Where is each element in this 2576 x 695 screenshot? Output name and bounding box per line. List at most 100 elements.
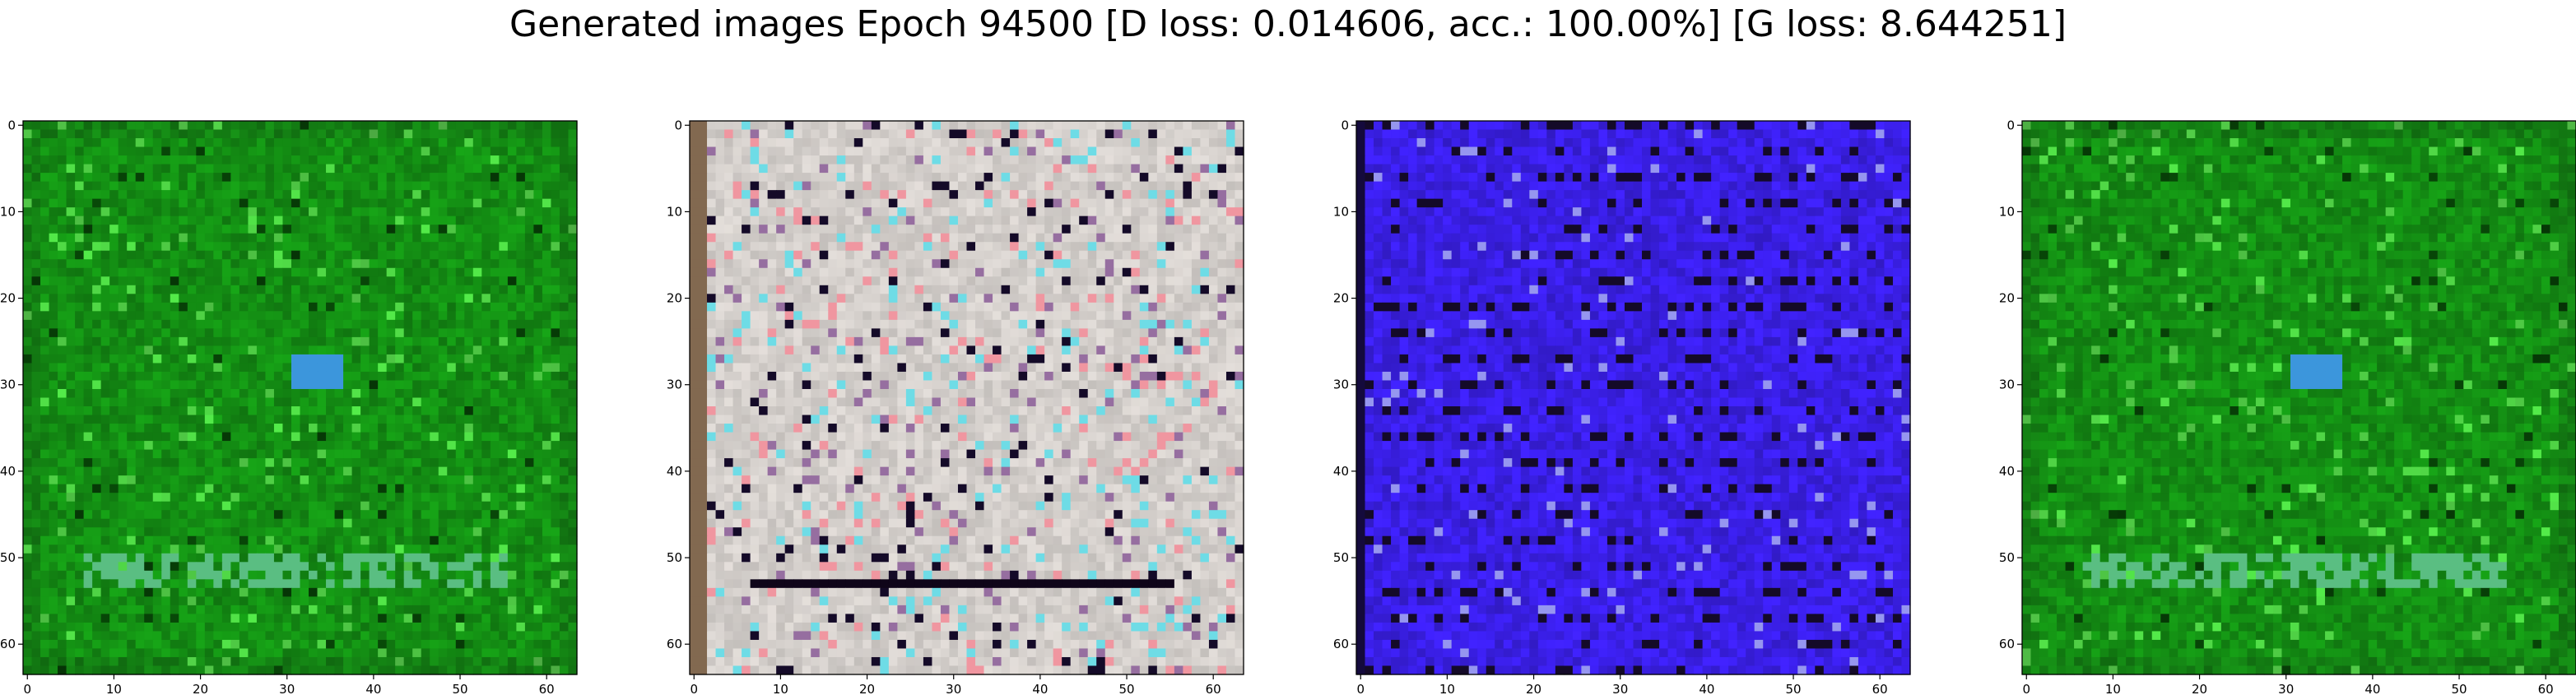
- pixel: [1114, 215, 1123, 225]
- pixel: [282, 276, 292, 286]
- pixel: [516, 656, 526, 667]
- pixel: [559, 587, 570, 597]
- pixel: [49, 146, 58, 156]
- pixel: [31, 233, 41, 243]
- pixel: [360, 639, 370, 650]
- pixel: [455, 276, 465, 286]
- pixel: [386, 484, 396, 493]
- pixel: [403, 328, 413, 338]
- pixel: [464, 631, 474, 641]
- pixel: [568, 225, 578, 234]
- pixel: [897, 181, 907, 191]
- pixel: [360, 190, 370, 200]
- pixel: [490, 501, 500, 511]
- pixel: [204, 319, 214, 329]
- pixel: [472, 570, 482, 580]
- pixel: [905, 164, 916, 174]
- pixel: [481, 622, 491, 632]
- pixel: [1165, 164, 1175, 174]
- pixel: [1079, 190, 1089, 200]
- pixel: [524, 336, 535, 347]
- pixel: [395, 518, 405, 528]
- pixel: [455, 363, 465, 373]
- pixel: [170, 656, 179, 667]
- pixel: [430, 336, 439, 347]
- pixel: [472, 155, 482, 165]
- pixel: [524, 501, 535, 511]
- pixel: [1001, 146, 1011, 156]
- pixel: [707, 198, 717, 208]
- pixel: [975, 181, 985, 191]
- pixel: [196, 562, 206, 572]
- pixel: [326, 622, 336, 632]
- pixel: [282, 535, 292, 545]
- pixel: [1131, 198, 1141, 208]
- pixel: [221, 449, 231, 459]
- pixel: [369, 207, 379, 217]
- pixel: [1208, 138, 1219, 148]
- pixel: [213, 146, 223, 156]
- pixel: [334, 493, 344, 503]
- pixel: [300, 302, 309, 312]
- pixel: [403, 415, 413, 424]
- pixel: [369, 458, 379, 468]
- pixel: [472, 302, 482, 312]
- pixel: [516, 553, 526, 563]
- pixel: [300, 380, 309, 390]
- pixel: [282, 319, 292, 329]
- pixel: [568, 259, 578, 269]
- pixel: [447, 424, 457, 433]
- pixel: [239, 648, 249, 658]
- pixel: [83, 441, 93, 451]
- pixel: [118, 458, 128, 468]
- pixel: [975, 173, 985, 183]
- pixel: [152, 605, 162, 614]
- pixel: [248, 656, 258, 667]
- pixel: [187, 190, 197, 200]
- pixel: [533, 614, 543, 623]
- pixel: [179, 475, 188, 485]
- pixel: [464, 397, 474, 407]
- pixel: [213, 294, 223, 303]
- pixel: [776, 233, 786, 243]
- pixel: [464, 276, 474, 286]
- pixel: [732, 233, 742, 243]
- pixel: [551, 181, 560, 191]
- pixel: [983, 225, 993, 234]
- pixel: [109, 380, 119, 390]
- pixel: [343, 415, 353, 424]
- pixel: [412, 138, 422, 148]
- pixel: [213, 639, 223, 650]
- pixel: [464, 259, 474, 269]
- pixel: [144, 648, 154, 658]
- pixel: [742, 233, 751, 243]
- pixel: [100, 484, 110, 493]
- pixel: [430, 493, 439, 503]
- pixel: [690, 173, 700, 183]
- pixel: [698, 146, 708, 156]
- pixel: [83, 406, 93, 416]
- pixel: [75, 155, 85, 165]
- pixel: [351, 518, 361, 528]
- pixel: [369, 527, 379, 537]
- pixel: [118, 233, 128, 243]
- pixel: [464, 665, 474, 675]
- pixel: [83, 146, 93, 156]
- pixel: [273, 415, 284, 424]
- pixel: [395, 242, 405, 252]
- pixel: [559, 173, 570, 183]
- pixel: [265, 121, 275, 131]
- pixel: [412, 475, 422, 485]
- pixel: [542, 605, 552, 614]
- pixel: [100, 535, 110, 545]
- pixel: [317, 250, 327, 260]
- pixel: [300, 267, 309, 277]
- pixel: [932, 173, 942, 183]
- pixel: [187, 449, 197, 459]
- pixel: [75, 259, 85, 269]
- pixel: [378, 336, 388, 347]
- pixel: [273, 605, 284, 614]
- pixel: [524, 242, 535, 252]
- pixel: [481, 501, 491, 511]
- pixel: [430, 302, 439, 312]
